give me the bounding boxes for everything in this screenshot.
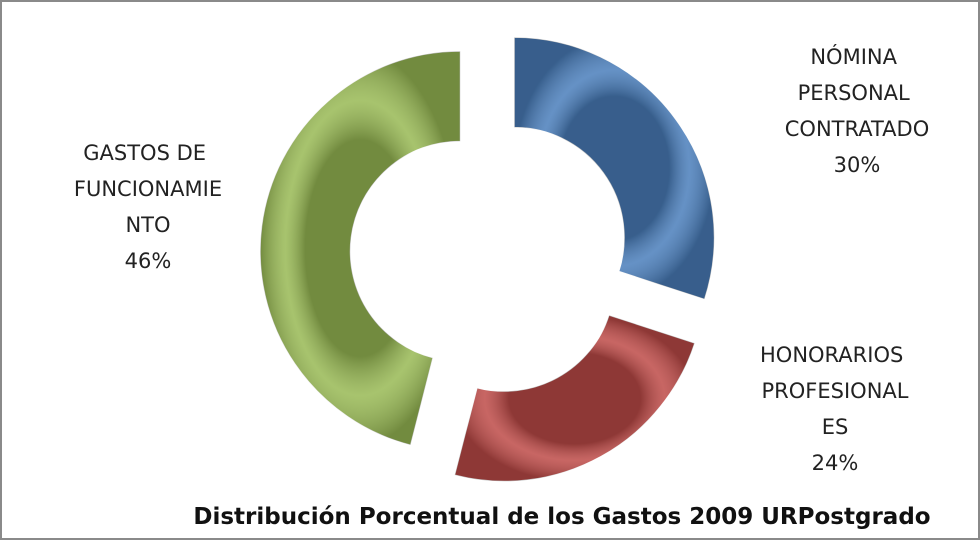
slice-value-label: 30% — [834, 153, 881, 177]
slice-value-label: 46% — [125, 249, 172, 273]
slice-category-label: GASTOS DE FUNCIONAMIE NTO — [74, 141, 222, 237]
slice-value-label: 24% — [812, 451, 859, 475]
chart-title: Distribución Porcentual de los Gastos 20… — [193, 504, 930, 530]
slice-category-label: NÓMINA PERSONAL CONTRATADO — [785, 44, 929, 141]
slice-category-label: HONORARIOS PROFESIONAL ES — [760, 343, 910, 439]
